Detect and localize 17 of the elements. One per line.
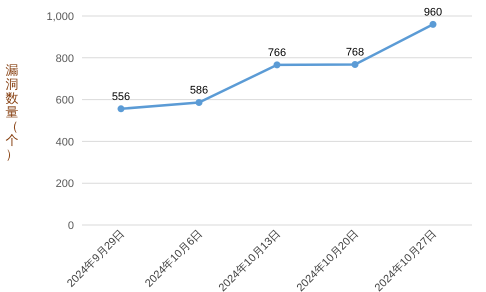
y-tick-label: 1,000 bbox=[46, 11, 74, 23]
data-label: 586 bbox=[190, 84, 208, 97]
y-tick-label: 200 bbox=[56, 178, 74, 190]
y-axis-title: 漏洞数量（个） bbox=[6, 62, 18, 162]
point bbox=[274, 61, 280, 68]
point bbox=[430, 20, 436, 28]
point bbox=[196, 99, 202, 106]
y-tick-label: 0 bbox=[68, 220, 74, 232]
data-label: 766 bbox=[268, 46, 286, 59]
point bbox=[118, 105, 124, 112]
data-label: 768 bbox=[346, 46, 364, 58]
point bbox=[352, 60, 358, 68]
data-label: 960 bbox=[424, 6, 442, 18]
y-tick-label: 400 bbox=[56, 136, 74, 148]
y-tick-label: 600 bbox=[56, 94, 74, 107]
data-label: 556 bbox=[112, 90, 130, 103]
y-tick-label: 800 bbox=[56, 52, 74, 65]
